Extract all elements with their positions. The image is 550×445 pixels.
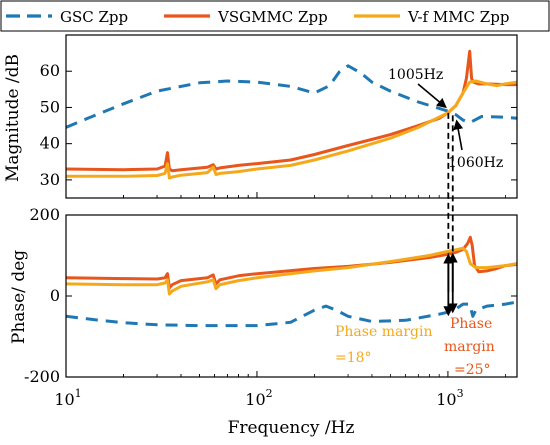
annotation-1060hz: 1060Hz bbox=[448, 155, 503, 171]
chart-legend: GSC Zpp VSGMMC Zpp V-f MMC Zpp bbox=[0, 0, 550, 32]
crossover-markers bbox=[443, 112, 458, 317]
legend-label-gsc: GSC Zpp bbox=[60, 8, 128, 26]
top-ytick-label: 30 bbox=[40, 170, 60, 189]
phase-margin-annotation-2: Phase bbox=[450, 316, 492, 332]
magnitude-axes-frame bbox=[65, 34, 518, 199]
phase-y-axis-label: Phase/ deg bbox=[9, 250, 29, 344]
magnitude-panel: 30 40 50 60 Magnitude /dB 1005Hz 1060Hz bbox=[3, 34, 518, 199]
phase-margin-annotation-4: =25° bbox=[454, 362, 491, 378]
legend-label-vf: V-f MMC Zpp bbox=[407, 8, 509, 26]
bot-ytick-label: 0 bbox=[50, 286, 60, 305]
phase-panel: -200 0 200 101 102 103 Phase/ deg Frequency … bbox=[9, 192, 518, 438]
annotation-1005hz: 1005Hz bbox=[388, 67, 443, 83]
bot-series-vsg-line bbox=[66, 235, 517, 290]
top-ytick-label: 40 bbox=[40, 134, 60, 153]
legend-box bbox=[0, 0, 550, 32]
bot-xtick-label: 102 bbox=[245, 387, 272, 409]
top-series-gsc-line bbox=[66, 64, 517, 129]
phase-margin-annotation-3: margin bbox=[444, 339, 495, 355]
top-ytick-label: 50 bbox=[40, 97, 60, 116]
phase-margin-annotation-0: Phase margin bbox=[335, 324, 432, 340]
bot-ytick-label: 200 bbox=[29, 205, 60, 224]
bot-ytick-label: -200 bbox=[24, 367, 60, 386]
bot-series-gsc-line bbox=[66, 300, 517, 328]
bot-xtick-label: 101 bbox=[54, 387, 81, 409]
phase-margin-annotation-1: =18° bbox=[335, 350, 372, 366]
frequency-x-axis-label: Frequency /Hz bbox=[228, 418, 355, 438]
legend-label-vsg: VSGMMC Zpp bbox=[217, 8, 328, 26]
top-ytick-label: 60 bbox=[40, 61, 60, 80]
annotation-1005hz-arrow bbox=[417, 83, 447, 109]
top-series-vf-line bbox=[66, 79, 517, 180]
magnitude-y-axis-label: Magnitude /dB bbox=[3, 54, 23, 182]
bot-series-vf-line bbox=[66, 246, 517, 296]
bot-xtick-label: 103 bbox=[436, 387, 463, 409]
annotation-1060hz-arrow bbox=[453, 119, 464, 151]
